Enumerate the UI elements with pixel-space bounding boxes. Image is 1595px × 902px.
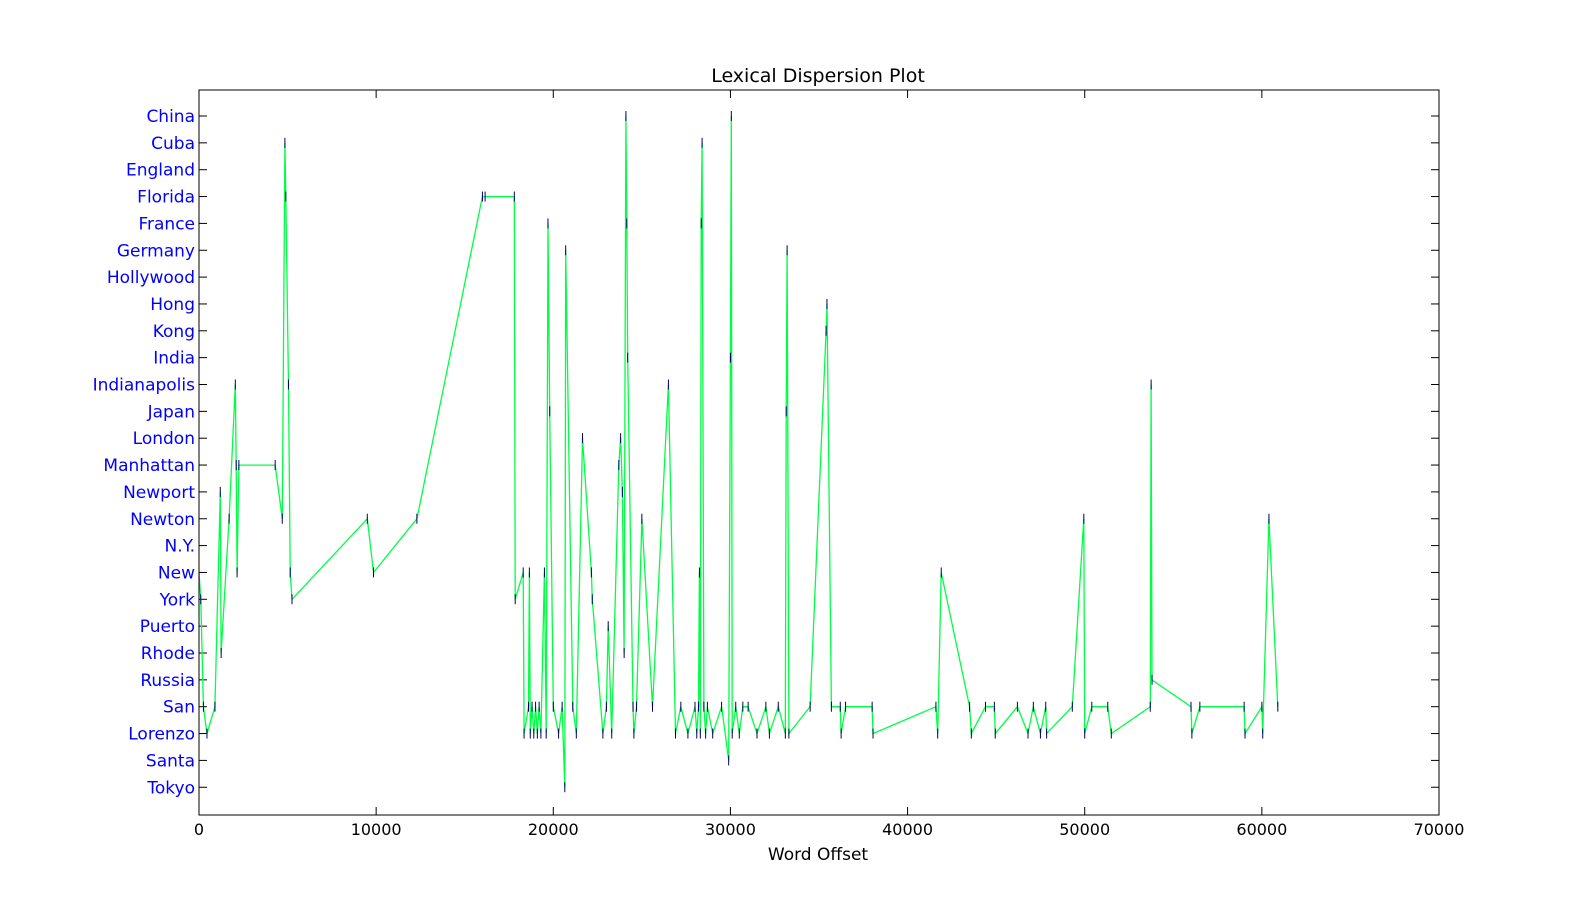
x-tick-label: 0 (194, 820, 204, 839)
y-tick-label: Florida (137, 188, 195, 208)
x-tick-label: 20000 (528, 820, 579, 839)
x-tick-label: 10000 (351, 820, 402, 839)
y-tick-label: Russia (140, 671, 195, 691)
y-tick-label: London (133, 429, 195, 449)
y-tick-label: Tokyo (146, 778, 195, 798)
x-axis-label: Word Offset (768, 845, 869, 865)
y-tick-label: New (158, 563, 195, 583)
y-tick-label: China (146, 107, 195, 127)
y-tick-label: Newport (123, 483, 195, 503)
y-tick-label: Indianapolis (93, 376, 196, 396)
y-tick-label: Germany (117, 241, 195, 261)
plot-frame (198, 89, 1440, 816)
y-tick-label: Rhode (141, 644, 195, 664)
y-tick-label: Manhattan (103, 456, 195, 476)
y-tick-label: San (163, 698, 195, 718)
x-tick-label: 40000 (882, 820, 933, 839)
y-tick-label: Hong (150, 295, 195, 315)
y-tick-label: Puerto (140, 617, 195, 637)
y-tick-label: France (138, 214, 195, 234)
x-tick-label: 60000 (1236, 820, 1287, 839)
x-tick-label: 70000 (1414, 820, 1465, 839)
chart-title: Lexical Dispersion Plot (711, 65, 925, 87)
y-tick-label: Newton (130, 510, 195, 530)
dispersion-line (198, 115, 1279, 788)
y-tick-label: Kong (153, 322, 195, 342)
y-tick-label: England (126, 161, 195, 181)
x-tick-label: 30000 (705, 820, 756, 839)
y-tick-label: Lorenzo (128, 725, 195, 745)
y-tick-label: York (159, 590, 196, 610)
y-tick-label: Hollywood (107, 268, 195, 288)
y-tick-label: Cuba (151, 134, 195, 154)
y-tick-label: Santa (146, 751, 195, 771)
y-tick-label: N.Y. (165, 537, 195, 557)
x-tick-label: 50000 (1059, 820, 1110, 839)
y-tick-label: Japan (147, 402, 195, 422)
y-tick-label: India (153, 349, 195, 369)
